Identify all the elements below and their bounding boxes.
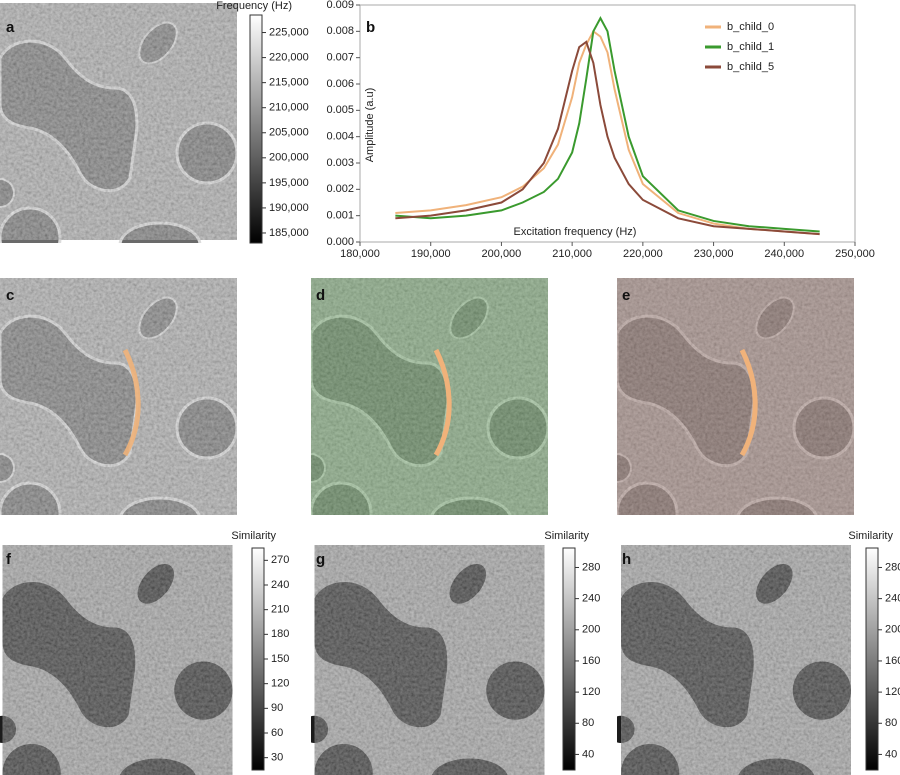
colorbar-tick-label: 280 bbox=[885, 561, 900, 573]
colorbar-tick-label: 215,000 bbox=[269, 77, 309, 89]
x-tick-label: 200,000 bbox=[482, 248, 522, 260]
colorbar-tick-label: 240 bbox=[271, 579, 289, 591]
colorbar bbox=[249, 14, 263, 244]
colorbar-tick-label: 210,000 bbox=[269, 102, 309, 114]
y-tick-label: 0.003 bbox=[326, 157, 354, 169]
y-tick-label: 0.000 bbox=[326, 236, 354, 248]
colorbar-tick-label: 160 bbox=[885, 655, 900, 667]
colorbar-tick-label: 280 bbox=[582, 561, 600, 573]
y-tick-label: 0.001 bbox=[326, 210, 354, 222]
colorbar-tick-label: 120 bbox=[582, 686, 600, 698]
colorbar-label: Similarity bbox=[848, 530, 893, 542]
x-axis-label: Excitation frequency (Hz) bbox=[514, 226, 637, 238]
colorbar bbox=[562, 547, 576, 771]
x-tick-label: 230,000 bbox=[694, 248, 734, 260]
colorbar-tick-label: 200 bbox=[885, 624, 900, 636]
colorbar-tick-label: 160 bbox=[582, 655, 600, 667]
colorbar-tick-label: 185,000 bbox=[269, 227, 309, 239]
panel-label: b bbox=[366, 19, 375, 36]
similarity-map bbox=[0, 545, 233, 775]
colorbar-tick-label: 120 bbox=[885, 686, 900, 698]
panel-label: f bbox=[6, 551, 12, 568]
colorbar-tick-label: 80 bbox=[885, 717, 897, 729]
overlay-region bbox=[433, 348, 452, 457]
line-series bbox=[395, 16, 820, 233]
y-tick-label: 0.009 bbox=[326, 0, 354, 11]
line-series bbox=[395, 40, 820, 236]
frequency-map bbox=[0, 3, 237, 268]
colorbar bbox=[251, 547, 265, 771]
similarity-map bbox=[607, 545, 851, 775]
colorbar-tick-label: 240 bbox=[582, 593, 600, 605]
x-tick-label: 220,000 bbox=[623, 248, 663, 260]
y-tick-label: 0.005 bbox=[326, 104, 354, 116]
y-tick-label: 0.008 bbox=[326, 25, 354, 37]
colorbar-tick-label: 190,000 bbox=[269, 202, 309, 214]
overlay-region bbox=[122, 348, 141, 457]
colorbar-tick-label: 150 bbox=[271, 653, 289, 665]
y-tick-label: 0.007 bbox=[326, 52, 354, 64]
similarity-map bbox=[301, 545, 545, 775]
overlay-image bbox=[297, 278, 548, 543]
x-tick-label: 250,000 bbox=[835, 248, 875, 260]
colorbar-tick-label: 60 bbox=[271, 727, 283, 739]
colorbar-tick-label: 80 bbox=[582, 717, 594, 729]
colorbar-label: Similarity bbox=[231, 530, 276, 542]
x-tick-label: 180,000 bbox=[340, 248, 380, 260]
legend-label: b_child_5 bbox=[727, 61, 774, 73]
colorbar-tick-label: 200,000 bbox=[269, 152, 309, 164]
panel-label: a bbox=[6, 19, 15, 36]
colorbar-tick-label: 220,000 bbox=[269, 51, 309, 63]
panel-label: d bbox=[316, 287, 325, 304]
overlay-image bbox=[0, 278, 237, 543]
colorbar-tick-label: 30 bbox=[271, 752, 283, 764]
overlay-image bbox=[603, 278, 854, 543]
colorbar-label: Similarity bbox=[544, 530, 589, 542]
y-tick-label: 0.002 bbox=[326, 183, 354, 195]
colorbar-tick-label: 40 bbox=[885, 748, 897, 760]
legend-label: b_child_0 bbox=[727, 21, 774, 33]
panel-label: e bbox=[622, 287, 630, 304]
panel-label: c bbox=[6, 287, 14, 304]
plot-frame bbox=[359, 4, 856, 243]
colorbar bbox=[865, 547, 879, 771]
overlay-region bbox=[739, 348, 758, 457]
colorbar-tick-label: 210 bbox=[271, 604, 289, 616]
colorbar-label: Frequency (Hz) bbox=[216, 0, 292, 12]
y-tick-label: 0.006 bbox=[326, 78, 354, 90]
colorbar-tick-label: 205,000 bbox=[269, 127, 309, 139]
colorbar-tick-label: 225,000 bbox=[269, 26, 309, 38]
y-axis-label: Amplitude (a.u) bbox=[364, 88, 376, 163]
colorbar-tick-label: 120 bbox=[271, 678, 289, 690]
y-tick-label: 0.004 bbox=[326, 131, 354, 143]
panel-label: g bbox=[316, 551, 325, 568]
legend-label: b_child_1 bbox=[727, 41, 774, 53]
colorbar-tick-label: 90 bbox=[271, 702, 283, 714]
colorbar-tick-label: 195,000 bbox=[269, 177, 309, 189]
colorbar-tick-label: 270 bbox=[271, 554, 289, 566]
x-tick-label: 190,000 bbox=[411, 248, 451, 260]
colorbar-tick-label: 180 bbox=[271, 628, 289, 640]
x-tick-label: 210,000 bbox=[552, 248, 592, 260]
colorbar-tick-label: 200 bbox=[582, 624, 600, 636]
colorbar-tick-label: 240 bbox=[885, 593, 900, 605]
x-tick-label: 240,000 bbox=[764, 248, 804, 260]
colorbar-tick-label: 40 bbox=[582, 748, 594, 760]
panel-label: h bbox=[622, 551, 631, 568]
